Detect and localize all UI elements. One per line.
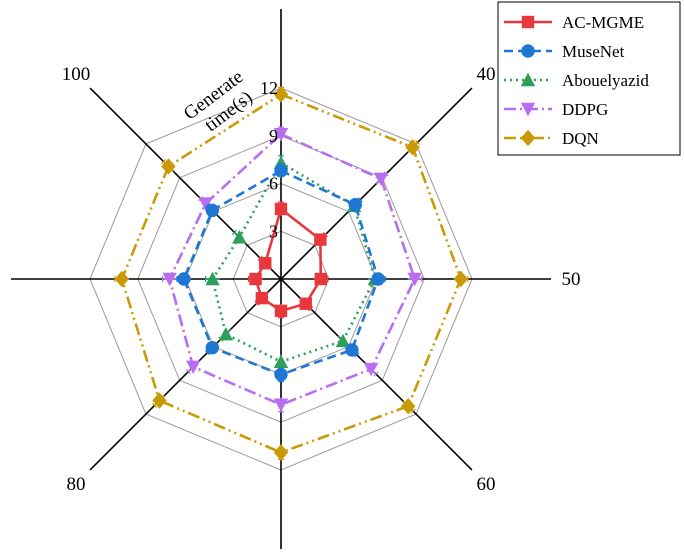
point-dqn-90 <box>114 270 130 288</box>
legend-label-ac-mgme: AC-MGME <box>562 13 644 32</box>
point-ac-mgme-90 <box>249 272 262 286</box>
point-dqn-30 <box>273 86 289 103</box>
point-ac-mgme-80 <box>255 291 269 305</box>
category-label-40: 40 <box>477 64 496 85</box>
point-musenet-50 <box>371 272 385 286</box>
series-musenet <box>176 163 386 383</box>
error-cap-abouelyazid-100 <box>231 229 237 235</box>
error-cap-musenet-80 <box>204 350 210 356</box>
point-abouelyazid-70 <box>273 354 289 368</box>
point-ddpg-70 <box>273 398 289 412</box>
point-ac-mgme-70 <box>274 304 288 318</box>
rtick-label-9: 9 <box>269 126 278 146</box>
point-ddpg-60 <box>363 362 379 377</box>
error-cap-musenet-40 <box>357 197 363 203</box>
point-ac-mgme-60 <box>299 297 312 310</box>
error-cap-dqn-80 <box>151 402 158 409</box>
point-abouelyazid-100 <box>232 230 247 244</box>
legend-marker-ac-mgme <box>521 15 535 29</box>
point-dqn-70 <box>273 444 289 461</box>
spoke-80 <box>89 278 282 471</box>
rtick-label-3: 3 <box>269 221 278 241</box>
radial-tick-labels: 3 6 9 12 <box>260 78 278 241</box>
point-ddpg-100 <box>198 197 213 211</box>
point-ddpg-40 <box>373 172 389 187</box>
error-cap-dqn-100 <box>160 158 167 165</box>
legend-marker-abouelyazid <box>520 72 536 87</box>
category-label-50: 50 <box>562 269 581 290</box>
error-cap-dqn-60 <box>410 408 416 414</box>
legend-marker-musenet <box>521 44 535 58</box>
point-abouelyazid-60 <box>335 333 351 348</box>
point-dqn-50 <box>453 270 469 288</box>
category-labels: 30405060708090100 <box>0 64 581 495</box>
error-cap-musenet-100 <box>204 202 210 208</box>
point-abouelyazid-90 <box>205 271 220 286</box>
legend-label-ddpg: DDPG <box>562 100 608 119</box>
point-dqn-40 <box>405 139 420 156</box>
point-dqn-80 <box>152 392 167 409</box>
point-musenet-70 <box>274 367 288 382</box>
series-layer <box>114 86 469 461</box>
error-cap-ddpg-80 <box>185 369 191 375</box>
legend-marker-ddpg <box>520 102 536 117</box>
category-label-80: 80 <box>66 474 85 495</box>
point-ac-mgme-40 <box>314 233 327 246</box>
error-cap-musenet-60 <box>354 352 360 358</box>
legend-marker-dqn <box>520 129 536 147</box>
category-label-90: 90 <box>0 269 1 290</box>
series-ac-mgme <box>247 201 329 319</box>
point-abouelyazid-80 <box>218 326 234 341</box>
point-ddpg-50 <box>407 272 422 287</box>
point-ac-mgme-100 <box>259 257 272 270</box>
point-musenet-100 <box>205 203 220 218</box>
point-musenet-30 <box>274 164 288 178</box>
legend-label-dqn: DQN <box>562 129 599 148</box>
rtick-label-6: 6 <box>269 174 278 194</box>
point-musenet-80 <box>205 340 220 355</box>
point-musenet-90 <box>177 272 191 286</box>
series-ddpg <box>161 126 423 413</box>
point-dqn-60 <box>400 397 416 415</box>
point-ac-mgme-30 <box>274 202 288 216</box>
spoke-60 <box>280 278 473 471</box>
rtick-label-12: 12 <box>260 78 278 98</box>
spoke-100 <box>89 87 282 280</box>
legend-label-musenet: MuseNet <box>562 42 625 61</box>
category-label-60: 60 <box>477 474 496 495</box>
series-dqn <box>114 86 469 461</box>
series-abouelyazid <box>204 155 383 370</box>
point-musenet-40 <box>348 198 362 212</box>
point-dqn-100 <box>161 158 176 175</box>
series-line-abouelyazid <box>211 161 377 364</box>
error-cap-dqn-40 <box>415 139 421 145</box>
category-label-100: 100 <box>62 64 91 85</box>
legend: AC-MGME MuseNet Abouelyazid DDPG DQN <box>497 1 681 156</box>
point-ddpg-80 <box>186 360 201 374</box>
legend-label-abouelyazid: Abouelyazid <box>562 71 649 90</box>
point-ddpg-90 <box>162 272 177 287</box>
error-cap-ddpg-60 <box>373 371 379 377</box>
point-musenet-60 <box>345 343 359 357</box>
radial-axis-label: Generate time(s) <box>180 64 264 142</box>
point-ddpg-30 <box>273 127 289 142</box>
point-ac-mgme-50 <box>314 272 327 286</box>
